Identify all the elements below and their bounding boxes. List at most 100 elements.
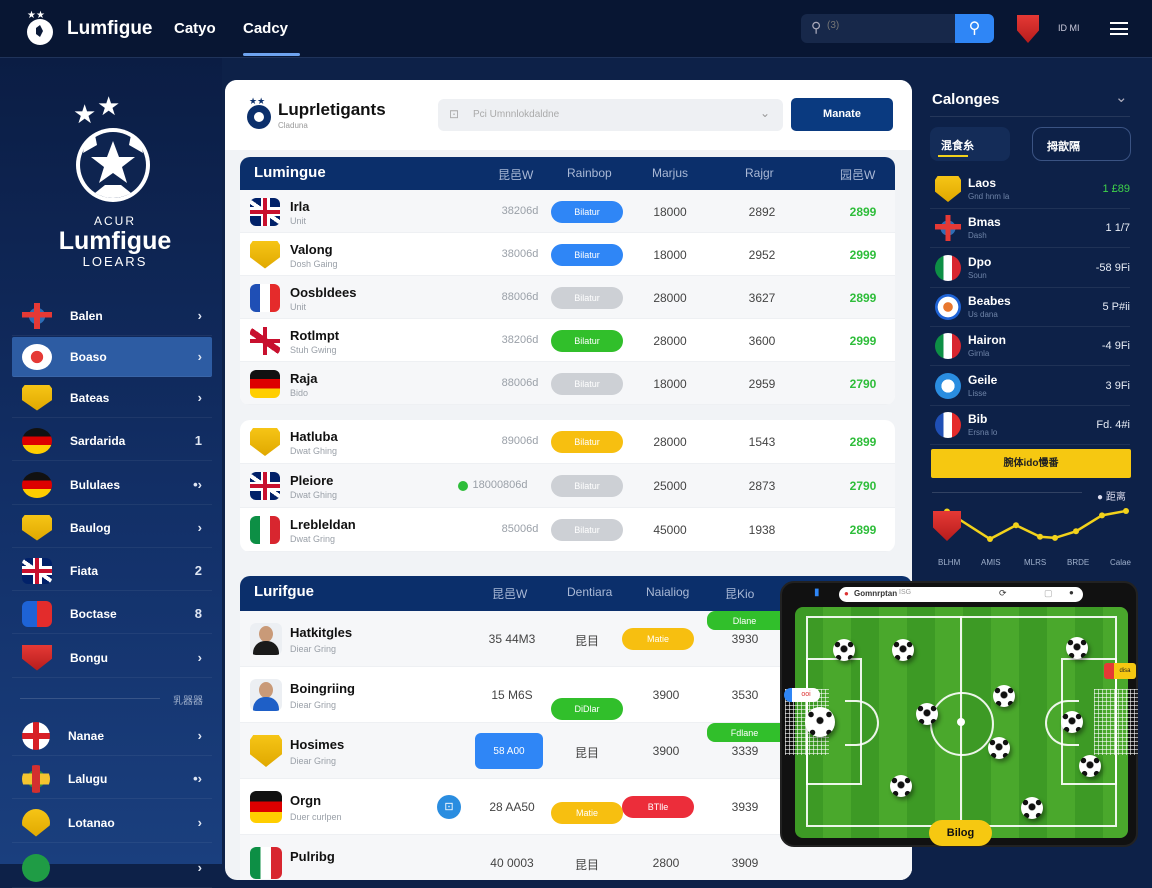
sidebar-item[interactable]: Balen ›: [12, 296, 212, 336]
ranking-row[interactable]: Laos Gnd hnm la 1 £89: [930, 170, 1130, 209]
column-header[interactable]: Rajgr: [745, 166, 774, 180]
sidebar-item-label: Lotanao: [68, 815, 115, 830]
column-header[interactable]: 昆邑W: [492, 587, 528, 601]
sidebar-item[interactable]: Bateas ›: [12, 378, 212, 418]
ranking-row[interactable]: Hairon Girnla -4 9Fi: [930, 327, 1130, 367]
search-input[interactable]: [827, 20, 947, 31]
ball-icon[interactable]: [988, 737, 1010, 759]
browser-tab-label[interactable]: Gomnrptan: [854, 589, 898, 598]
table-row[interactable]: Lrebleldan Dwat Gring 85006d Bilatur 450…: [240, 508, 895, 552]
ball-icon[interactable]: [993, 685, 1015, 707]
hamburger-icon[interactable]: [1110, 22, 1128, 35]
column-header[interactable]: 园邑W: [840, 168, 876, 182]
table-row[interactable]: Orgn Duer curlpen 28 AA50 Matie BTlle 3939 ⊡: [240, 779, 912, 835]
status-pill[interactable]: Bilatur: [551, 329, 623, 352]
sidebar-item[interactable]: Boaso ›: [12, 337, 212, 377]
ball-icon[interactable]: [1061, 711, 1083, 733]
status-pill[interactable]: Bilatur: [551, 243, 623, 266]
filter-select[interactable]: ⊡ Pci Umnnlokdaldne ⌄: [438, 99, 783, 131]
sidebar-item[interactable]: ›: [12, 848, 212, 888]
ball-icon[interactable]: [1021, 797, 1043, 819]
sidebar-item-trail: 8: [194, 606, 202, 621]
status-pill[interactable]: Bilatur: [551, 519, 623, 541]
sidebar-item[interactable]: Boctase 8: [12, 594, 212, 634]
sidebar-item[interactable]: Lalugu •›: [12, 759, 212, 799]
eng-flag-icon: [22, 721, 50, 750]
settings-icon[interactable]: ●: [1069, 588, 1074, 597]
column-header[interactable]: 昆Kio: [725, 587, 755, 601]
ranking-row[interactable]: Bib Ersna lo Fd. 4#i: [930, 406, 1130, 445]
nav-link-cadcy[interactable]: Cadcy: [243, 20, 289, 37]
value-button[interactable]: 58 A00: [475, 733, 543, 769]
table-row[interactable]: Raja Bido 88006d Bilatur 18000 2959 2790: [240, 362, 895, 405]
status-pill[interactable]: Matie: [622, 628, 694, 650]
ball-icon[interactable]: [833, 639, 855, 661]
search-button[interactable]: ⚲: [955, 14, 994, 43]
club-crest-icon[interactable]: [1017, 15, 1039, 43]
cta-button[interactable]: 腕体ido慢番: [931, 449, 1131, 478]
status-pill[interactable]: Bilatur: [551, 475, 623, 497]
ranking-row[interactable]: Bmas Dash 1 1/7: [930, 209, 1130, 249]
tag-pill[interactable]: Dlane: [707, 611, 782, 630]
window-icon[interactable]: ▮: [814, 587, 820, 598]
right-badge[interactable]: disa: [1104, 663, 1136, 679]
ball-icon[interactable]: [890, 775, 912, 797]
column-header[interactable]: Dentiara: [567, 585, 613, 599]
cell-c4: 3930: [731, 632, 759, 646]
window-icon[interactable]: ▢: [1044, 588, 1053, 598]
sidebar-item[interactable]: Fiata 2: [12, 551, 212, 591]
player-name: Hosimes: [290, 737, 345, 752]
football-pitch[interactable]: [785, 607, 1138, 838]
ball-icon[interactable]: [892, 639, 914, 661]
trend-point: [1052, 534, 1058, 541]
ranking-row[interactable]: Beabes Us dana 5 P#ii: [930, 288, 1130, 327]
cell-c1: 28 AA50: [489, 800, 535, 814]
bottom-button[interactable]: Bilog: [929, 820, 992, 846]
chevron-down-icon[interactable]: ⌄: [1115, 89, 1128, 106]
sidebar-item[interactable]: Sardarida 1: [12, 421, 212, 461]
sidebar-item[interactable]: Bululaes •›: [12, 465, 212, 505]
ranking-row[interactable]: Dpo Soun -58 9Fi: [930, 249, 1130, 288]
status-pill[interactable]: Bilatur: [551, 431, 623, 453]
column-header[interactable]: Naialiog: [646, 585, 690, 599]
column-header[interactable]: Rainbop: [567, 166, 612, 180]
chat-icon[interactable]: ⊡: [437, 795, 461, 819]
column-header[interactable]: Marjus: [652, 166, 689, 180]
status-pill[interactable]: BTlle: [622, 796, 694, 818]
status-pill[interactable]: Bilatur: [551, 372, 623, 395]
svg-text:★★: ★★: [249, 96, 265, 106]
team-sub: Unit: [290, 301, 307, 312]
tag-pill[interactable]: Fdlane: [707, 723, 782, 742]
status-pill[interactable]: Bilatur: [551, 200, 623, 223]
table-row[interactable]: Rotlmpt Stuh Gwing 38206d Bilatur 28000 …: [240, 319, 895, 362]
sidebar-item[interactable]: Lotanao ›: [12, 803, 212, 843]
table-row[interactable]: Hatluba Dwat Ghing 89006d Bilatur 28000 …: [240, 420, 895, 464]
table-row[interactable]: Irla Unit 38206d Bilatur 18000 2892 2899: [240, 190, 895, 233]
column-header[interactable]: 昆邑W: [498, 168, 534, 182]
sidebar-item[interactable]: Nanae ›: [12, 716, 212, 756]
left-badge[interactable]: ooi: [784, 688, 820, 702]
table-row[interactable]: Valong Dosh Gaing 38006d Bilatur 18000 2…: [240, 233, 895, 276]
sidebar-item[interactable]: Baulog ›: [12, 508, 212, 548]
ball-icon[interactable]: [1066, 637, 1088, 659]
reload-icon[interactable]: ⟳: [999, 588, 1007, 598]
ball-icon[interactable]: [916, 703, 938, 725]
ball-icon[interactable]: [805, 707, 835, 737]
table-row[interactable]: Oosbldees Unit 88006d Bilatur 28000 3627…: [240, 276, 895, 319]
table-row[interactable]: Boingriing Diear Gring 15 M6S DiDlar 3900 35…: [240, 667, 912, 723]
user-label[interactable]: ID MI: [1058, 23, 1080, 33]
sidebar-item[interactable]: Bongu ›: [12, 638, 212, 678]
tab-2[interactable]: 拇歆隔: [1032, 127, 1131, 161]
table-row[interactable]: Pleiore Dwat Ghing 18000806d Bilatur 250…: [240, 464, 895, 508]
status-pill[interactable]: Matie: [551, 802, 623, 824]
status-pill[interactable]: DiDlar: [551, 698, 623, 720]
sidebar-item-trail: ›: [197, 815, 202, 830]
ranking-row[interactable]: Geile Lisse 3 9Fi: [930, 367, 1130, 406]
tab-1[interactable]: 混食糸: [930, 127, 1010, 161]
nav-link-catyo[interactable]: Catyo: [174, 20, 216, 37]
status-pill[interactable]: Bilatur: [551, 286, 623, 309]
action-button[interactable]: Manate: [791, 98, 893, 131]
cell-c3: 3900: [652, 744, 680, 758]
sidebar-item-trail: ›: [197, 349, 202, 364]
ball-icon[interactable]: [1079, 755, 1101, 777]
